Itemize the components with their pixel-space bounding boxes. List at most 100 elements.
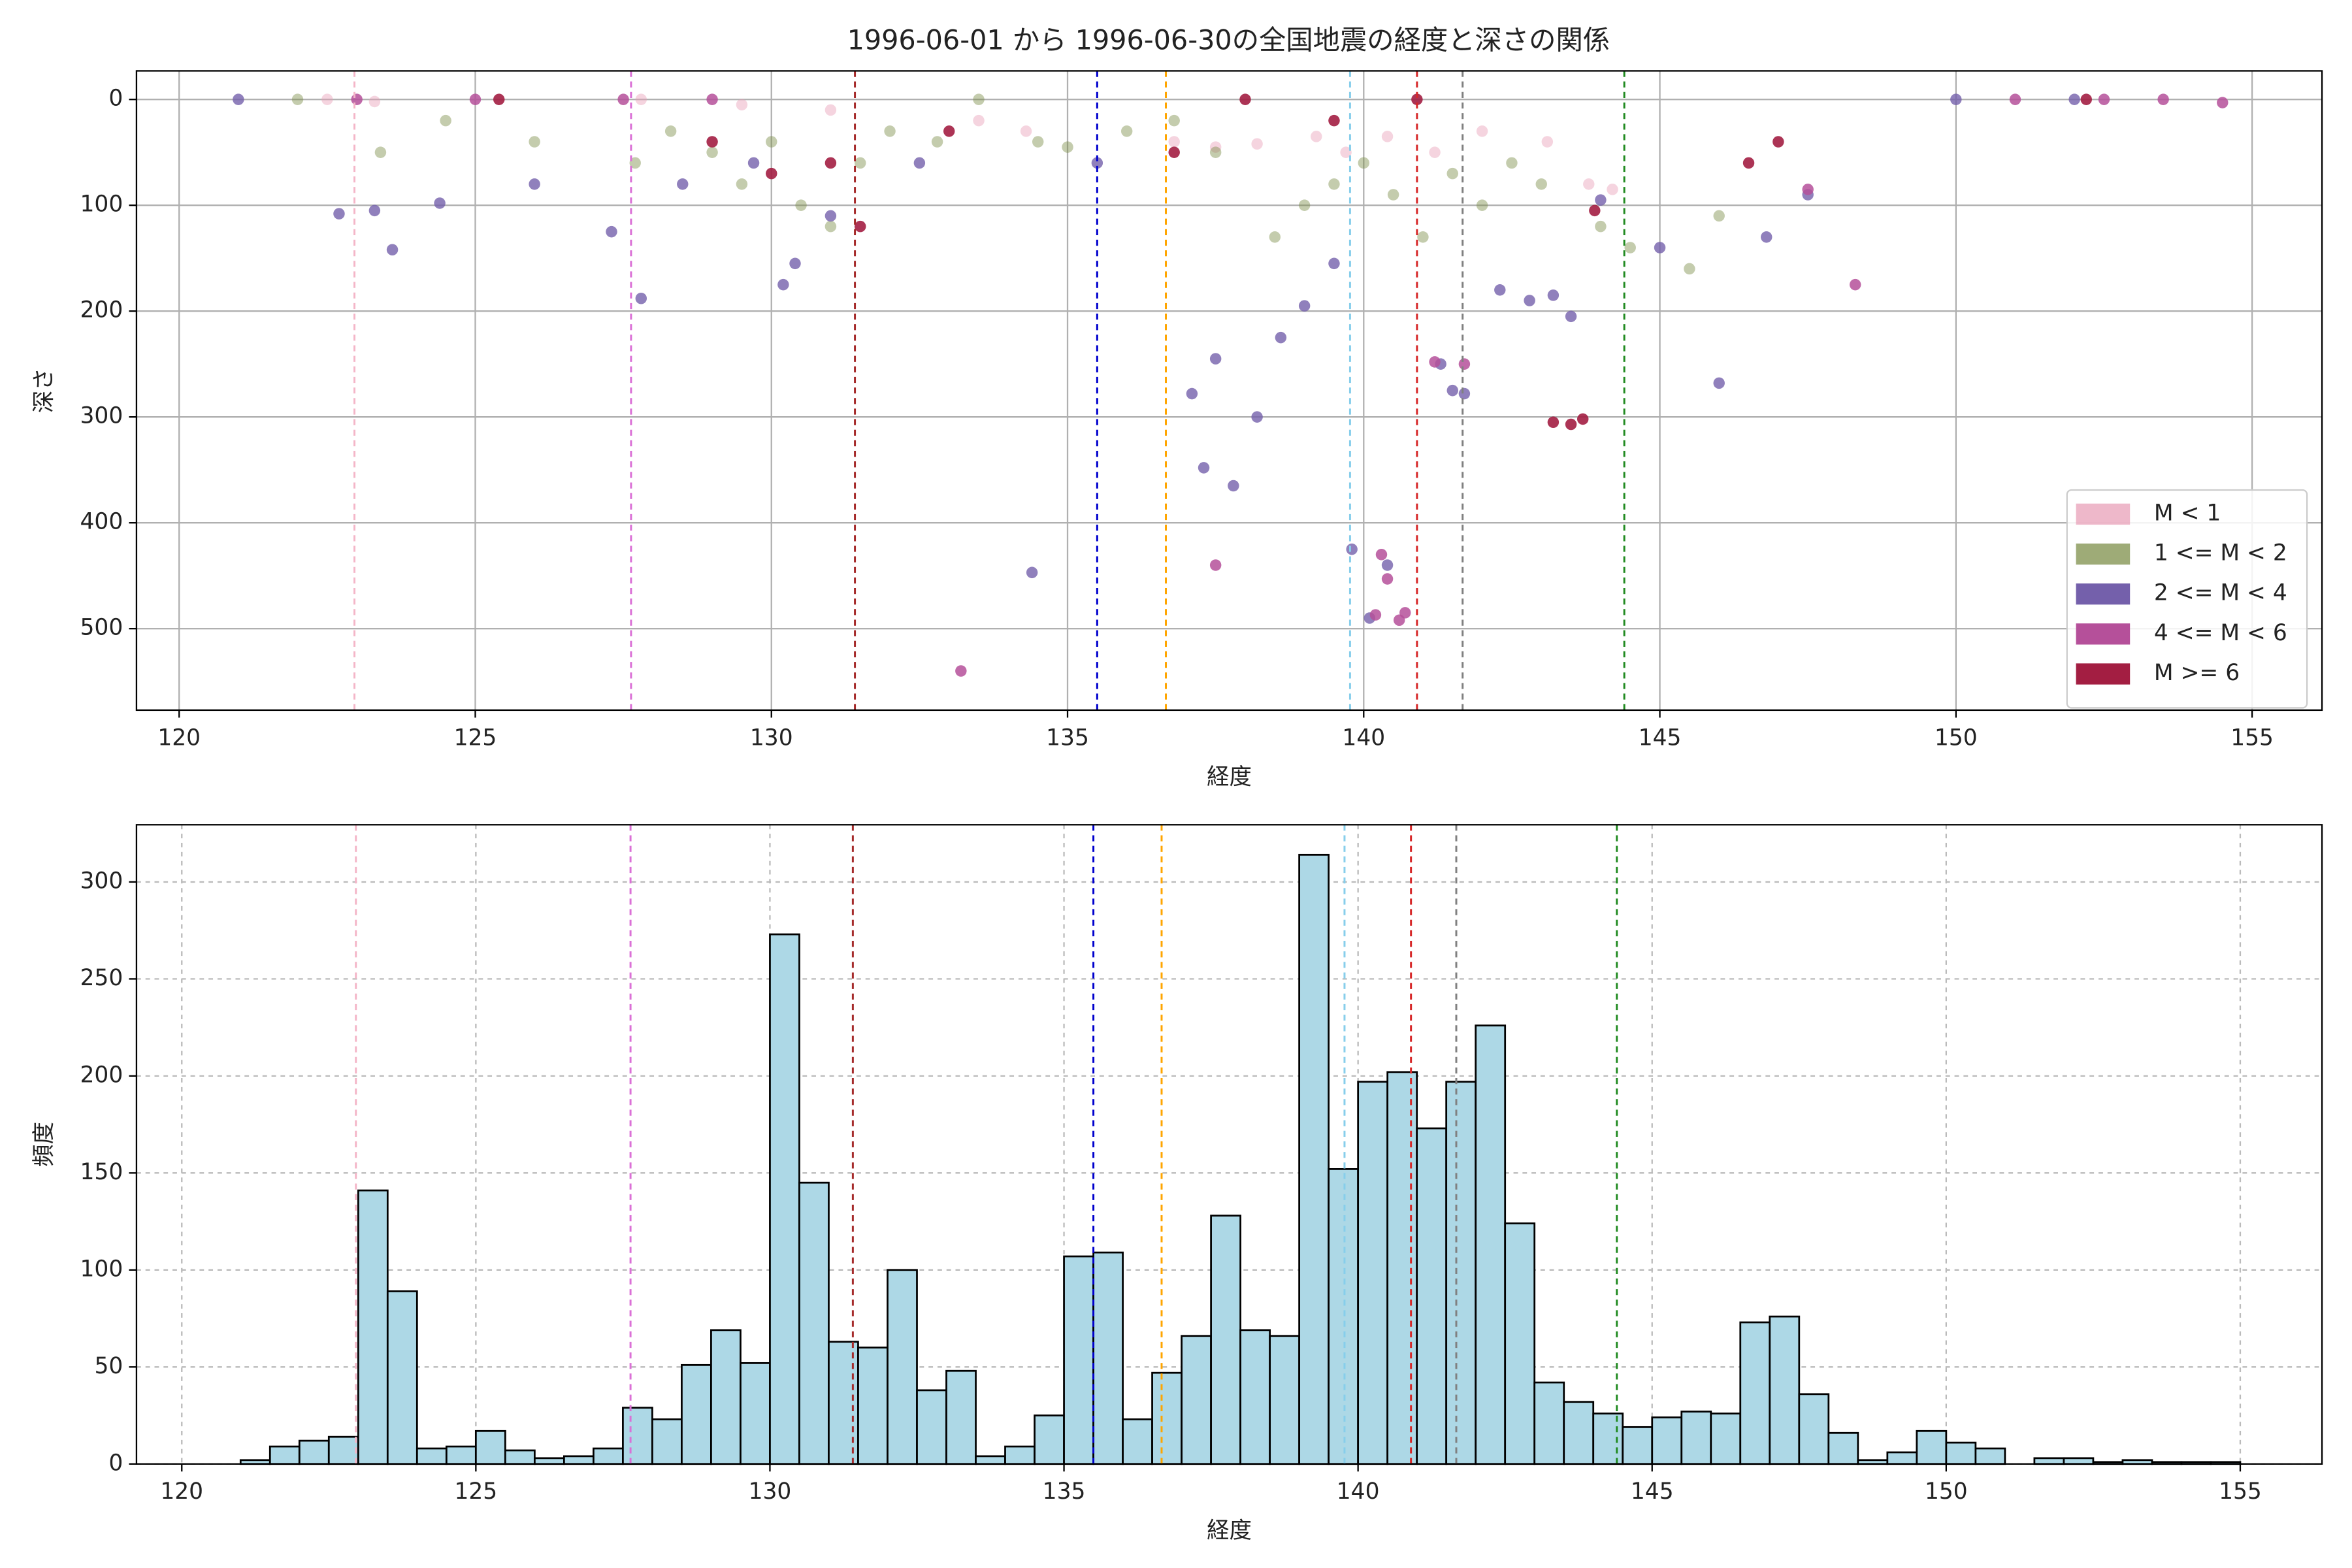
point bbox=[1346, 543, 1358, 555]
point bbox=[493, 93, 505, 105]
bar bbox=[386, 1290, 418, 1465]
x-tick-label: 125 bbox=[454, 1478, 497, 1505]
point bbox=[2080, 93, 2093, 105]
bar bbox=[2033, 1457, 2065, 1465]
bar bbox=[1357, 1081, 1389, 1465]
bar bbox=[916, 1389, 947, 1465]
bar bbox=[1739, 1321, 1771, 1465]
bar bbox=[1680, 1411, 1712, 1465]
point bbox=[1583, 178, 1595, 190]
legend-swatch bbox=[2076, 503, 2131, 525]
point bbox=[1595, 194, 1607, 206]
point bbox=[706, 136, 718, 148]
bar bbox=[269, 1445, 301, 1465]
bar bbox=[945, 1369, 977, 1465]
bar bbox=[1445, 1081, 1477, 1465]
point bbox=[1298, 300, 1311, 312]
y-tick-label: 200 bbox=[80, 297, 123, 323]
point bbox=[1381, 559, 1394, 571]
point bbox=[1541, 136, 1554, 148]
point bbox=[664, 125, 677, 137]
point bbox=[1595, 220, 1607, 233]
bar bbox=[1886, 1451, 1918, 1465]
bar bbox=[1622, 1426, 1654, 1465]
point bbox=[1565, 310, 1577, 323]
point bbox=[1476, 125, 1488, 137]
point bbox=[2098, 93, 2110, 105]
bar bbox=[1769, 1315, 1801, 1465]
point bbox=[1399, 607, 1411, 619]
legend-swatch bbox=[2076, 663, 2131, 685]
x-tick-label: 145 bbox=[1639, 725, 1682, 751]
point bbox=[1417, 231, 1429, 243]
point bbox=[1684, 263, 1695, 275]
bar bbox=[533, 1457, 565, 1465]
point bbox=[2157, 93, 2169, 105]
bar bbox=[474, 1429, 506, 1465]
bar bbox=[416, 1447, 448, 1465]
bar bbox=[857, 1347, 889, 1465]
x-tick-label: 135 bbox=[1046, 725, 1089, 751]
x-axis-label: 経度 bbox=[1207, 764, 1252, 790]
y-axis-label: 深さ bbox=[31, 368, 57, 413]
point bbox=[386, 244, 399, 256]
plot-frame bbox=[135, 70, 2323, 711]
point bbox=[1950, 93, 1962, 105]
point bbox=[1547, 289, 1560, 301]
x-tick-label: 135 bbox=[1043, 1478, 1086, 1505]
point bbox=[1411, 93, 1423, 105]
point bbox=[1429, 146, 1441, 158]
point bbox=[825, 104, 837, 116]
point bbox=[434, 197, 446, 209]
y-tick-label: 0 bbox=[108, 1450, 123, 1476]
point bbox=[1020, 125, 1032, 137]
bar bbox=[593, 1447, 624, 1465]
point bbox=[931, 136, 943, 148]
point bbox=[1269, 231, 1281, 243]
bar bbox=[1210, 1215, 1241, 1465]
point bbox=[1381, 573, 1394, 585]
point bbox=[855, 220, 866, 233]
bar bbox=[1563, 1401, 1595, 1465]
point bbox=[1026, 566, 1038, 579]
point bbox=[706, 93, 718, 105]
x-tick-label: 120 bbox=[160, 1478, 203, 1505]
plot-frame bbox=[135, 824, 2323, 1465]
point bbox=[617, 93, 629, 105]
y-tick-label: 250 bbox=[80, 965, 123, 991]
point bbox=[1381, 131, 1394, 142]
bar bbox=[975, 1455, 1006, 1465]
point bbox=[233, 93, 244, 105]
point bbox=[321, 93, 333, 105]
point bbox=[1120, 125, 1133, 137]
point bbox=[1328, 178, 1340, 190]
point bbox=[1589, 204, 1601, 217]
point bbox=[440, 114, 451, 127]
point bbox=[2217, 97, 2229, 108]
point bbox=[469, 93, 482, 105]
point bbox=[1624, 242, 1636, 253]
point bbox=[825, 220, 837, 233]
bar bbox=[504, 1449, 536, 1465]
point bbox=[1476, 199, 1488, 211]
y-tick-label: 200 bbox=[80, 1062, 123, 1088]
bar bbox=[1092, 1251, 1124, 1465]
point bbox=[1228, 480, 1239, 492]
point bbox=[1713, 210, 1725, 222]
legend-label: M < 1 bbox=[2154, 500, 2221, 526]
legend-label: 4 <= M < 6 bbox=[2154, 620, 2287, 646]
point bbox=[635, 292, 647, 304]
point bbox=[789, 257, 801, 270]
y-tick-label: 50 bbox=[94, 1353, 123, 1379]
bar bbox=[1386, 1071, 1418, 1465]
point bbox=[629, 157, 641, 169]
point bbox=[1091, 157, 1103, 169]
point bbox=[777, 278, 789, 291]
legend-label: 2 <= M < 4 bbox=[2154, 580, 2287, 606]
bar bbox=[1004, 1445, 1036, 1465]
point bbox=[1742, 157, 1755, 169]
point bbox=[736, 99, 748, 111]
point bbox=[529, 178, 540, 190]
bar bbox=[1945, 1441, 1977, 1465]
